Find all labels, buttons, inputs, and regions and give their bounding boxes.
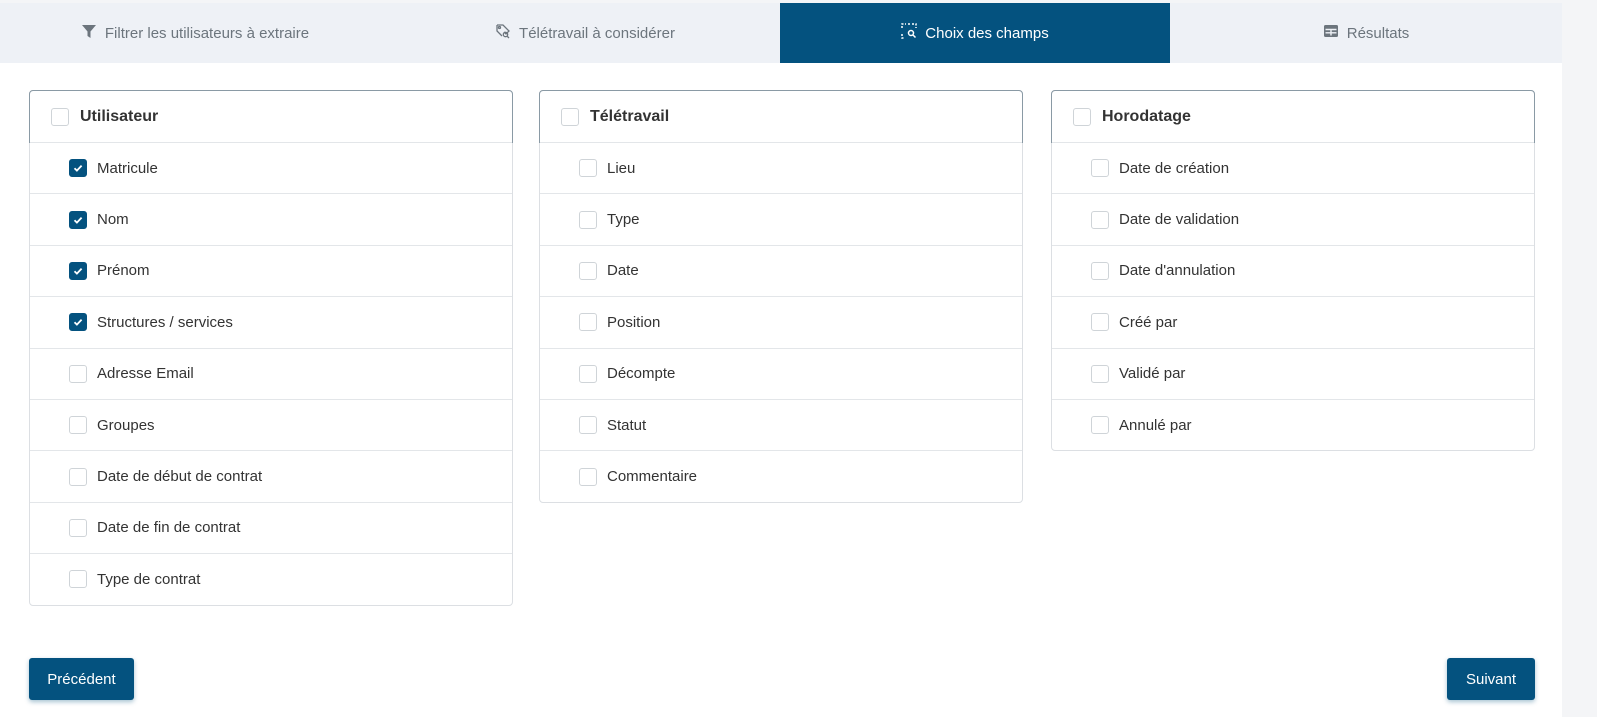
field-row[interactable]: Date <box>540 244 1022 296</box>
page-gutter <box>1562 0 1597 717</box>
field-row[interactable]: Date de création <box>1052 142 1534 193</box>
filter-icon <box>81 23 97 43</box>
group-header: Télétravail <box>539 90 1023 143</box>
field-label: Structures / services <box>97 313 233 331</box>
field-label: Statut <box>607 416 647 434</box>
field-checkbox[interactable] <box>69 210 87 229</box>
field-label: Date d'annulation <box>1119 262 1236 280</box>
field-row[interactable]: Date de validation <box>1052 193 1534 244</box>
tab-choix-des-champs[interactable]: Choix des champs <box>780 3 1170 63</box>
field-checkbox[interactable] <box>69 261 87 280</box>
field-row[interactable]: Type de contrat <box>30 553 512 604</box>
field-checkbox[interactable] <box>579 313 597 332</box>
field-group-utilisateur: Utilisateur Matricule Nom Prénom Structures … <box>29 90 513 606</box>
field-row[interactable]: Créé par <box>1052 296 1534 347</box>
field-label: Date <box>607 262 639 280</box>
field-label: Type de contrat <box>97 570 201 588</box>
field-row[interactable]: Date de début de contrat <box>30 450 512 501</box>
field-checkbox[interactable] <box>1091 210 1109 229</box>
field-label: Position <box>607 313 661 331</box>
field-checkbox[interactable] <box>1091 313 1109 332</box>
wizard-tabs: Filtrer les utilisateurs à extraire Télé… <box>0 3 1562 63</box>
top-border <box>0 0 1597 3</box>
field-row[interactable]: Matricule <box>30 142 512 193</box>
select-all-checkbox[interactable] <box>51 107 69 126</box>
field-label: Lieu <box>607 159 636 177</box>
tab-teletravail[interactable]: Télétravail à considérer <box>390 3 780 63</box>
field-label: Annulé par <box>1119 416 1192 434</box>
field-row[interactable]: Lieu <box>540 142 1022 193</box>
field-label: Prénom <box>97 262 150 280</box>
field-checkbox[interactable] <box>69 416 87 435</box>
field-label: Validé par <box>1119 365 1186 383</box>
next-button[interactable]: Suivant <box>1447 658 1535 700</box>
field-group-teletravail: Télétravail Lieu Type Date Position Décompte S… <box>539 90 1023 503</box>
tab-label: Filtrer les utilisateurs à extraire <box>104 24 310 42</box>
field-label: Matricule <box>97 159 158 177</box>
field-checkbox[interactable] <box>579 467 597 486</box>
tab-filtrer-utilisateurs[interactable]: Filtrer les utilisateurs à extraire <box>0 3 390 63</box>
field-checkbox[interactable] <box>69 313 87 332</box>
field-label: Créé par <box>1119 313 1178 331</box>
field-row[interactable]: Type <box>540 193 1022 244</box>
field-label: Type <box>607 211 640 229</box>
group-title: Télétravail <box>590 107 670 125</box>
select-search-icon <box>901 23 918 43</box>
field-checkbox[interactable] <box>1091 261 1109 280</box>
field-label: Adresse Email <box>97 365 194 383</box>
table-icon <box>1323 23 1339 43</box>
field-row[interactable]: Décompte <box>540 347 1022 399</box>
field-row[interactable]: Commentaire <box>540 450 1022 501</box>
group-header: Horodatage <box>1051 90 1535 143</box>
field-row[interactable]: Prénom <box>30 244 512 296</box>
field-checkbox[interactable] <box>69 518 87 537</box>
group-header: Utilisateur <box>29 90 513 143</box>
tab-label: Résultats <box>1346 24 1410 42</box>
field-row[interactable]: Adresse Email <box>30 347 512 399</box>
field-label: Date de création <box>1119 159 1230 177</box>
tab-label: Choix des champs <box>925 24 1049 42</box>
group-title: Horodatage <box>1102 107 1191 125</box>
select-all-checkbox[interactable] <box>1073 107 1091 126</box>
field-row[interactable]: Statut <box>540 398 1022 450</box>
group-title: Utilisateur <box>80 107 159 125</box>
tag-search-icon <box>495 23 511 43</box>
tab-label: Télétravail à considérer <box>519 24 675 42</box>
field-label: Date de fin de contrat <box>97 519 241 537</box>
field-row[interactable]: Nom <box>30 193 512 244</box>
field-label: Nom <box>97 211 129 229</box>
field-checkbox[interactable] <box>579 261 597 280</box>
field-checkbox[interactable] <box>579 159 597 178</box>
field-row[interactable]: Structures / services <box>30 296 512 347</box>
field-checkbox[interactable] <box>69 467 87 486</box>
field-checkbox[interactable] <box>69 570 87 589</box>
field-label: Commentaire <box>607 468 698 486</box>
field-checkbox[interactable] <box>69 159 87 178</box>
field-label: Date de validation <box>1119 211 1240 229</box>
select-all-checkbox[interactable] <box>561 107 579 126</box>
field-checkbox[interactable] <box>579 210 597 229</box>
field-checkbox[interactable] <box>1091 364 1109 383</box>
field-row[interactable]: Annulé par <box>1052 398 1534 450</box>
tab-resultats[interactable]: Résultats <box>1170 3 1562 63</box>
field-row[interactable]: Date de fin de contrat <box>30 501 512 553</box>
field-row[interactable]: Groupes <box>30 398 512 450</box>
field-row[interactable]: Position <box>540 296 1022 347</box>
field-group-horodatage: Horodatage Date de création Date de valida… <box>1051 90 1535 452</box>
field-checkbox[interactable] <box>1091 159 1109 178</box>
field-checkbox[interactable] <box>579 416 597 435</box>
previous-button[interactable]: Précédent <box>29 658 134 700</box>
field-label: Décompte <box>607 365 676 383</box>
field-checkbox[interactable] <box>1091 416 1109 435</box>
field-row[interactable]: Validé par <box>1052 347 1534 399</box>
field-label: Date de début de contrat <box>97 468 263 486</box>
field-label: Groupes <box>97 416 155 434</box>
field-checkbox[interactable] <box>69 364 87 383</box>
field-row[interactable]: Date d'annulation <box>1052 244 1534 296</box>
field-checkbox[interactable] <box>579 364 597 383</box>
